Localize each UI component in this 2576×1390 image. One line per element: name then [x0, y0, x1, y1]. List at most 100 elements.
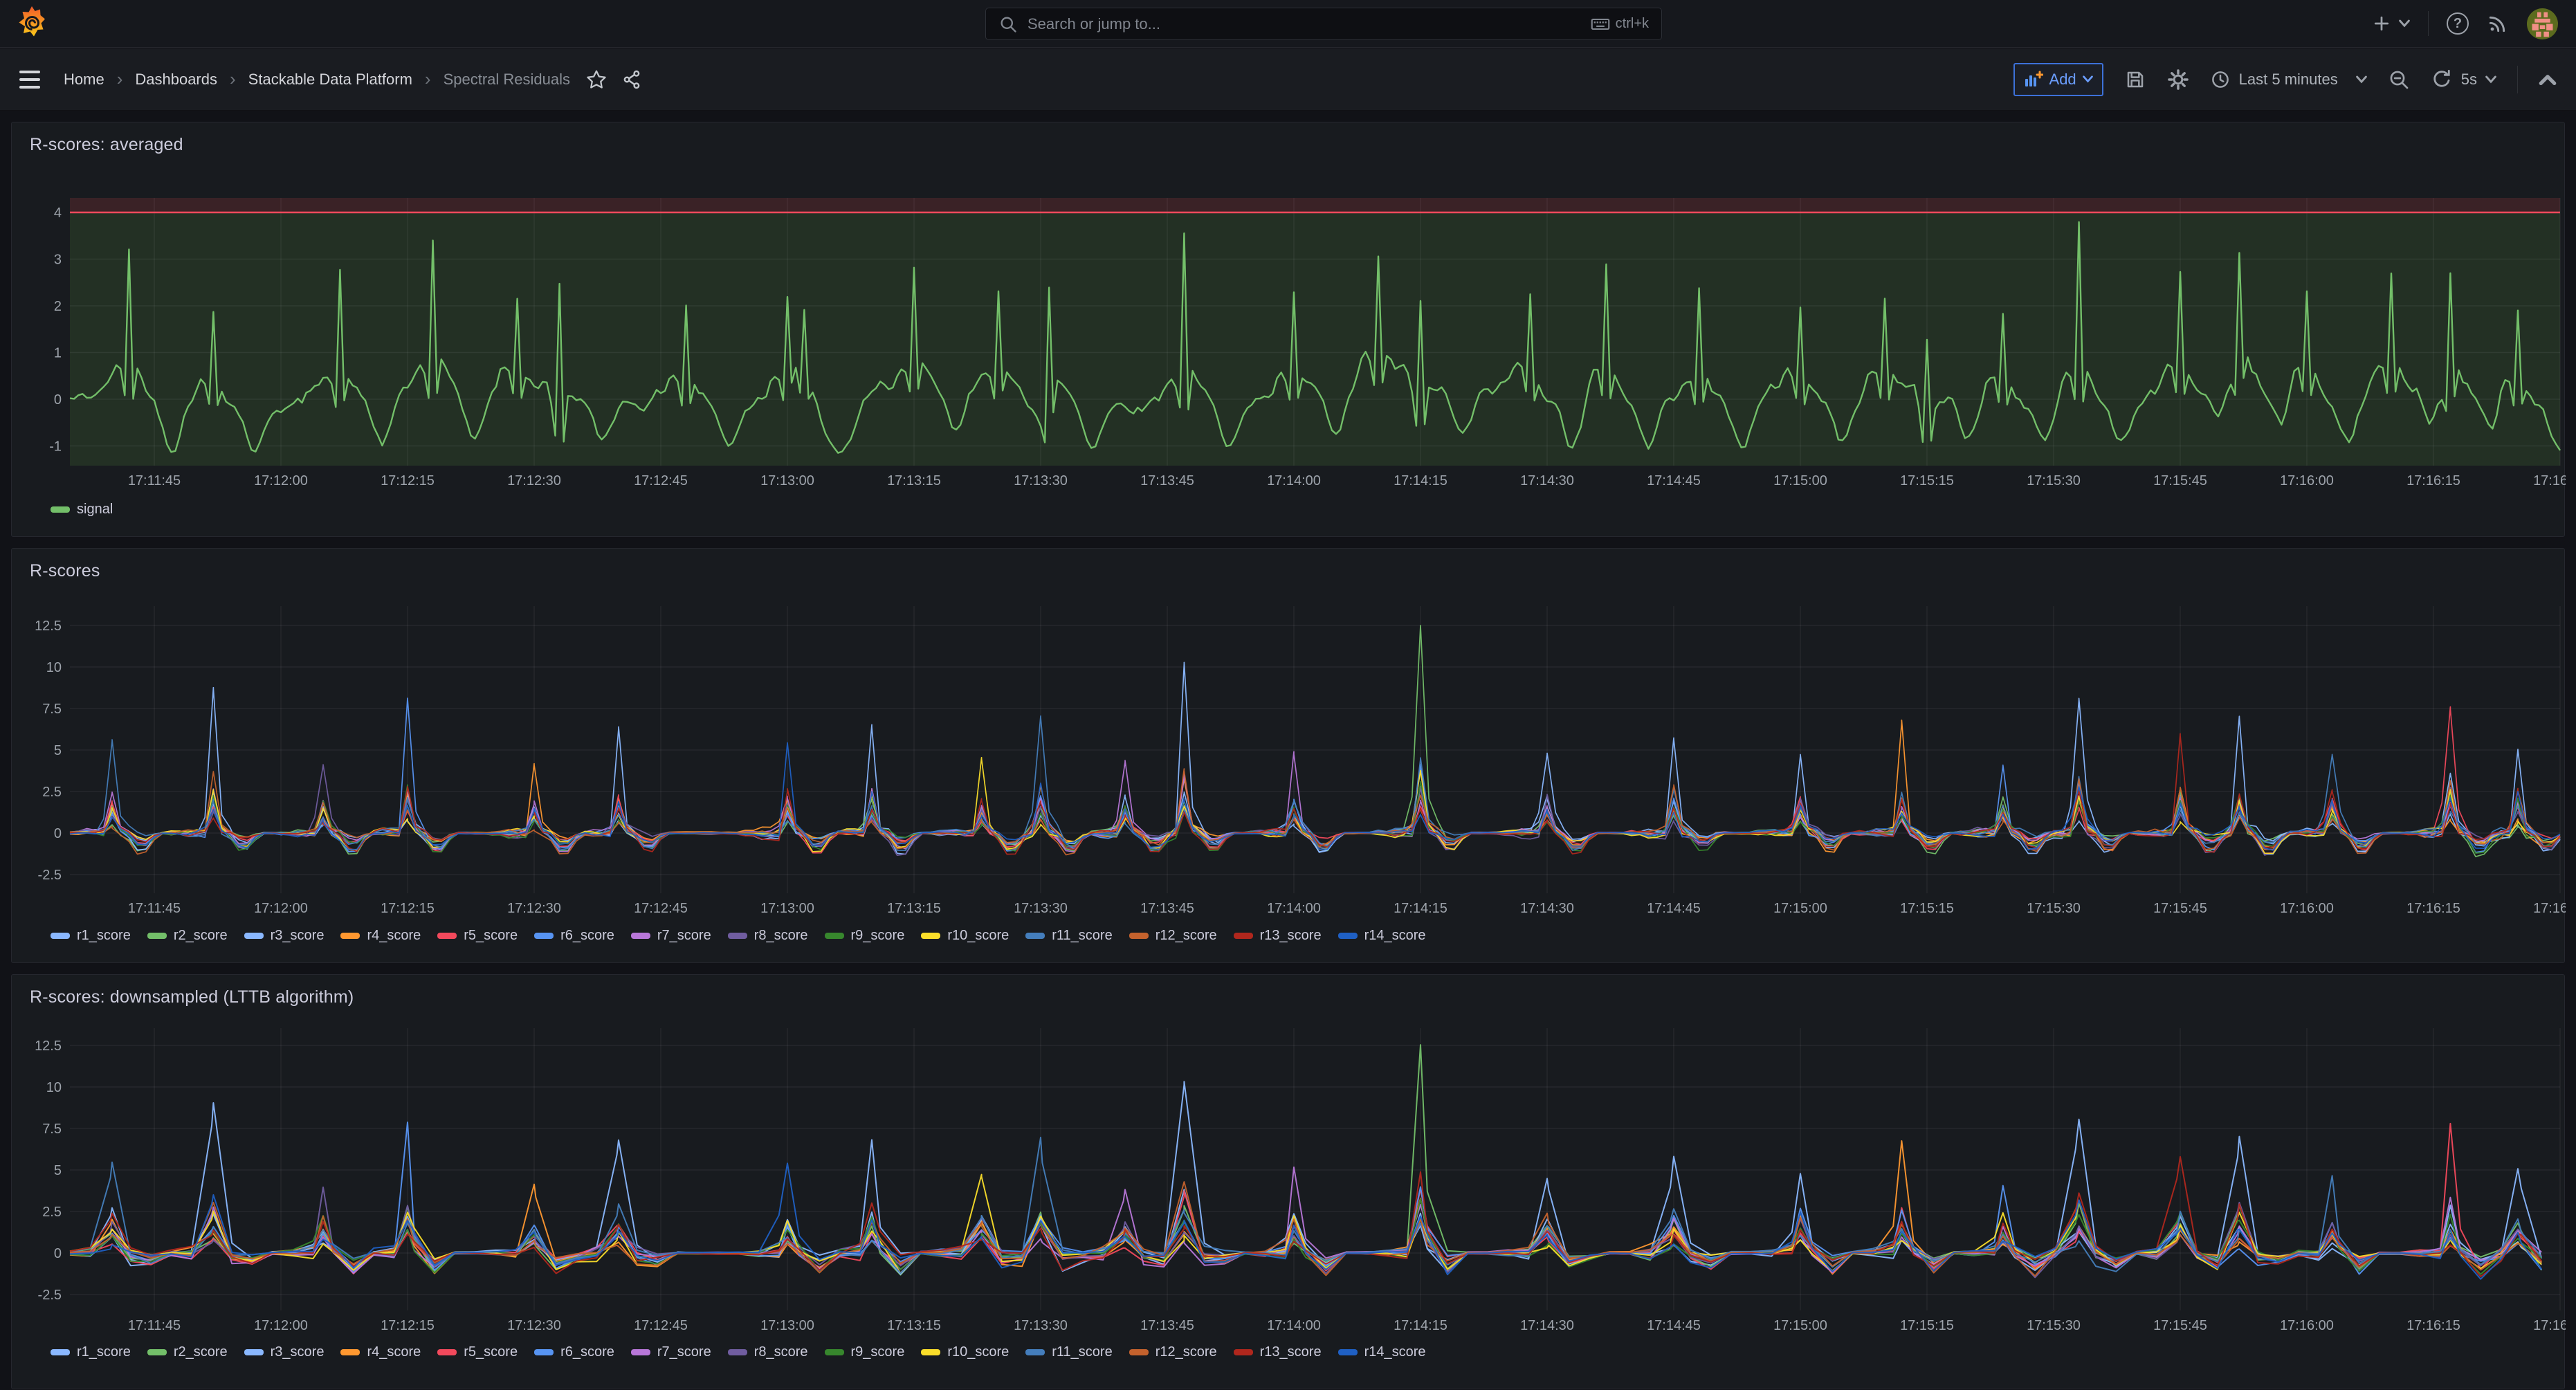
legend-item-r10_score[interactable]: r10_score: [921, 1344, 1009, 1360]
legend-item-r11_score[interactable]: r11_score: [1025, 928, 1113, 944]
svg-text:17:15:00: 17:15:00: [1773, 1318, 1827, 1333]
svg-text:12.5: 12.5: [35, 1039, 62, 1054]
legend-label: r7_score: [657, 928, 711, 943]
svg-text:17:14:00: 17:14:00: [1267, 1318, 1321, 1333]
chart-rscores-averaged[interactable]: 4 3 2 1 0 -1 17:11:45 17:12:00 17:12:15 17:12:30 1…: [12, 122, 2566, 538]
add-panel-button[interactable]: Add: [2013, 62, 2103, 96]
svg-text:17:13:45: 17:13:45: [1140, 901, 1194, 916]
favorite-star-button[interactable]: [585, 68, 608, 91]
legend-label: r12_score: [1155, 928, 1217, 943]
keyboard-icon: [1591, 18, 1609, 30]
nav-divider: [2428, 11, 2429, 36]
legend-item-r13_score[interactable]: r13_score: [1233, 928, 1322, 944]
refresh-interval-label: 5s: [2460, 70, 2477, 88]
svg-text:-1: -1: [49, 439, 62, 455]
search-input[interactable]: Search or jump to... ctrl+k: [985, 8, 1662, 40]
legend-item-r4_score[interactable]: r4_score: [340, 928, 421, 944]
save-dashboard-button[interactable]: [2124, 68, 2146, 91]
legend-item-r12_score[interactable]: r12_score: [1129, 1344, 1217, 1360]
legend-item-r10_score[interactable]: r10_score: [921, 928, 1009, 944]
legend-label: r4_score: [367, 928, 421, 943]
news-button[interactable]: [2487, 12, 2509, 35]
breadcrumb-home[interactable]: Home: [64, 70, 104, 88]
legend-item-r7_score[interactable]: r7_score: [630, 928, 711, 944]
save-icon: [2127, 71, 2143, 87]
svg-text:17:13:15: 17:13:15: [887, 473, 941, 488]
legend-item-r6_score[interactable]: r6_score: [534, 1344, 614, 1360]
chart-rscores-downsampled[interactable]: 12.5 10 7.5 5 2.5 0 -2.5 17:11:45 17:12:00 17:12:…: [12, 975, 2566, 1390]
add-panel-icon: [2025, 71, 2043, 86]
svg-text:3: 3: [54, 253, 62, 268]
legend-item-signal[interactable]: signal: [51, 502, 113, 518]
legend-item-r8_score[interactable]: r8_score: [727, 928, 808, 944]
breadcrumb-folder[interactable]: Stackable Data Platform: [248, 70, 412, 88]
breadcrumb-separator: ›: [424, 68, 431, 89]
legend-item-r1_score[interactable]: r1_score: [51, 928, 131, 944]
new-item-button[interactable]: [2371, 13, 2410, 34]
search-placeholder: Search or jump to...: [1027, 15, 1160, 33]
gear-icon: [2167, 68, 2189, 90]
panel-title[interactable]: R-scores: [30, 561, 100, 580]
svg-text:17:14:45: 17:14:45: [1647, 473, 1701, 488]
share-button[interactable]: [621, 69, 642, 90]
legend-item-r4_score[interactable]: r4_score: [340, 1344, 421, 1360]
legend-item-r1_score[interactable]: r1_score: [51, 1344, 131, 1360]
svg-text:5: 5: [54, 1163, 62, 1178]
legend-item-r6_score[interactable]: r6_score: [534, 928, 614, 944]
svg-text:17:14:45: 17:14:45: [1647, 1318, 1701, 1333]
svg-text:17:14:15: 17:14:15: [1394, 901, 1447, 916]
svg-text:5: 5: [54, 743, 62, 758]
svg-text:10: 10: [46, 1080, 62, 1095]
time-range-picker[interactable]: Last 5 minutes: [2210, 69, 2367, 90]
legend-item-r2_score[interactable]: r2_score: [147, 1344, 228, 1360]
legend-item-r13_score[interactable]: r13_score: [1233, 1344, 1322, 1360]
legend-item-r9_score[interactable]: r9_score: [824, 1344, 904, 1360]
svg-text:17:12:15: 17:12:15: [381, 901, 435, 916]
legend-label: r5_score: [464, 928, 518, 943]
legend-item-r5_score[interactable]: r5_score: [437, 1344, 518, 1360]
svg-text:7.5: 7.5: [42, 702, 62, 717]
zoom-out-button[interactable]: [2388, 68, 2410, 91]
dashboard-settings-button[interactable]: [2167, 68, 2189, 91]
legend-item-r7_score[interactable]: r7_score: [630, 1344, 711, 1360]
chevron-down-icon: [2355, 75, 2367, 83]
panel-title[interactable]: R-scores: averaged: [30, 135, 183, 154]
svg-text:17:12:45: 17:12:45: [634, 1318, 688, 1333]
legend-color-pill: [244, 933, 264, 939]
svg-text:17:15:15: 17:15:15: [1900, 1318, 1954, 1333]
legend-item-r8_score[interactable]: r8_score: [727, 1344, 808, 1360]
svg-text:17:15:45: 17:15:45: [2153, 901, 2207, 916]
legend-label: r14_score: [1364, 928, 1426, 943]
legend-label: r1_score: [77, 928, 131, 943]
chart-rscores[interactable]: 12.5 10 7.5 5 2.5 0 -2.5 17:11:45 17:12:00 17:12:…: [12, 549, 2566, 964]
legend-item-r14_score[interactable]: r14_score: [1337, 1344, 1426, 1360]
svg-text:2.5: 2.5: [42, 785, 62, 800]
svg-text:17:13:15: 17:13:15: [887, 901, 941, 916]
mega-menu-toggle[interactable]: [19, 70, 40, 89]
legend-label: r9_score: [850, 928, 905, 943]
legend-item-r12_score[interactable]: r12_score: [1129, 928, 1217, 944]
legend-item-r11_score[interactable]: r11_score: [1025, 1344, 1113, 1360]
legend-item-r9_score[interactable]: r9_score: [824, 928, 905, 944]
legend-item-r3_score[interactable]: r3_score: [244, 928, 324, 944]
collapse-header-button[interactable]: [2539, 73, 2557, 86]
panel-title[interactable]: R-scores: downsampled (LTTB algorithm): [30, 987, 354, 1007]
breadcrumb-dashboards[interactable]: Dashboards: [135, 70, 217, 88]
svg-text:17:15:30: 17:15:30: [2027, 901, 2081, 916]
legend-color-pill: [630, 933, 650, 939]
refresh-picker[interactable]: 5s: [2431, 68, 2496, 91]
grafana-logo-icon[interactable]: [18, 6, 46, 42]
breadcrumb-separator: ›: [230, 68, 236, 89]
legend-item-r5_score[interactable]: r5_score: [437, 928, 518, 944]
svg-text:17:13:00: 17:13:00: [760, 473, 814, 488]
help-button[interactable]: ?: [2447, 12, 2469, 35]
legend-color-pill: [147, 1349, 167, 1355]
legend-item-r3_score[interactable]: r3_score: [244, 1344, 324, 1360]
legend-item-r2_score[interactable]: r2_score: [147, 928, 228, 944]
legend-item-r14_score[interactable]: r14_score: [1337, 928, 1426, 944]
svg-text:17:13:00: 17:13:00: [760, 1318, 814, 1333]
svg-text:17:14:30: 17:14:30: [1520, 901, 1574, 916]
user-avatar[interactable]: [2527, 8, 2558, 39]
breadcrumb-separator: ›: [116, 68, 123, 89]
dashboard-header-bar: Home › Dashboards › Stackable Data Platf…: [0, 48, 2576, 111]
